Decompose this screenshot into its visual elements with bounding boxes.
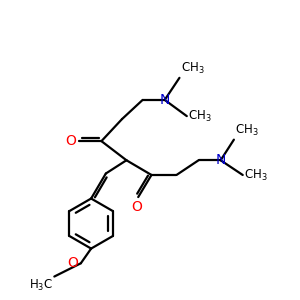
Text: CH$_3$: CH$_3$ (181, 61, 205, 76)
Text: CH$_3$: CH$_3$ (244, 167, 268, 182)
Text: O: O (65, 134, 76, 148)
Text: N: N (215, 153, 226, 167)
Text: O: O (131, 200, 142, 214)
Text: N: N (160, 93, 170, 107)
Text: H$_3$C: H$_3$C (29, 278, 53, 293)
Text: O: O (68, 256, 79, 270)
Text: CH$_3$: CH$_3$ (188, 109, 212, 124)
Text: CH$_3$: CH$_3$ (236, 123, 259, 138)
